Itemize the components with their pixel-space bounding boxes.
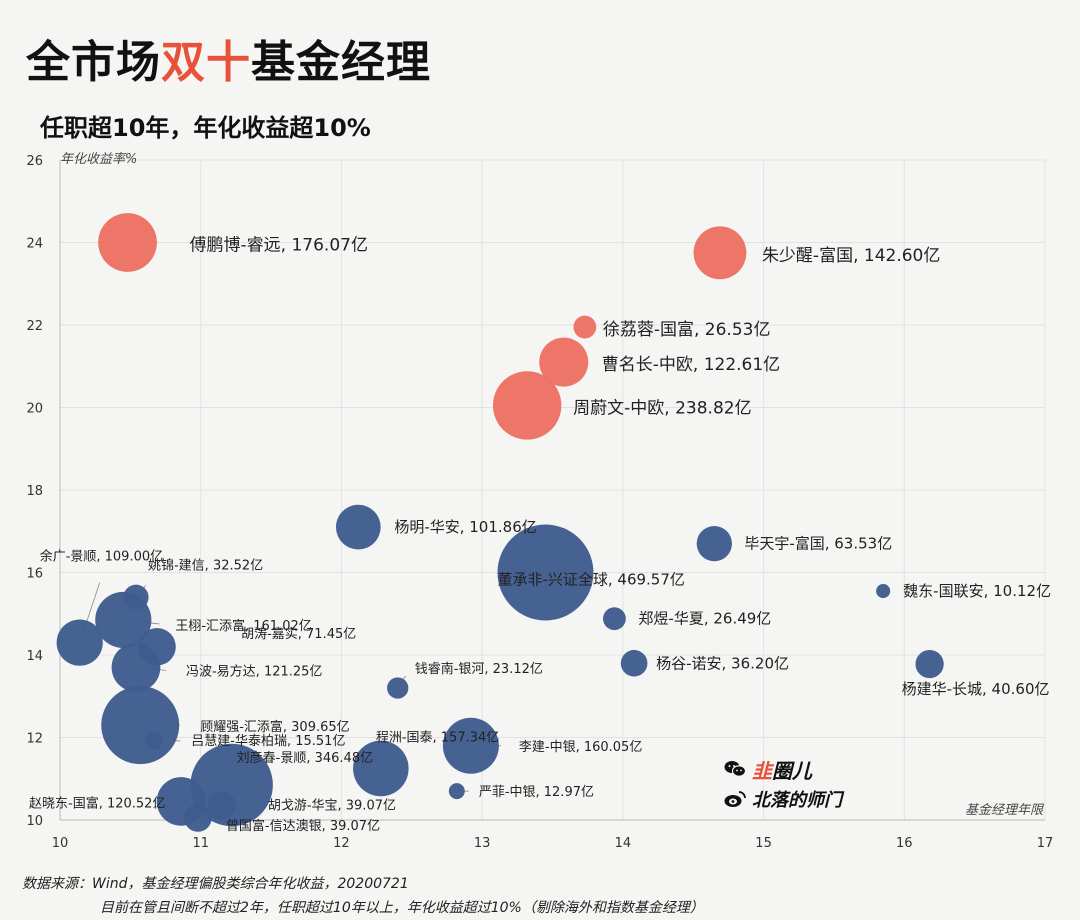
bubble-9 (603, 607, 626, 631)
x-axis-title: 基金经理年限 (965, 802, 1045, 818)
x-tick-label-1: 11 (192, 836, 209, 851)
bubble-4 (492, 371, 562, 440)
footer-note: 目前在管且间断不超过2年，任职超过10年以上，年化收益超过10%（剔除海外和指数… (100, 900, 704, 916)
bubble-8 (876, 584, 891, 599)
bubble-3 (539, 337, 589, 387)
x-tick-label-6: 16 (896, 836, 913, 851)
x-tick-label-4: 14 (615, 836, 632, 851)
bubble-label-11: 杨建华-长城, 40.60亿 (902, 680, 1050, 698)
bubble-1 (693, 226, 747, 280)
bubble-label-13: 姚锦-建信, 32.52亿 (148, 558, 263, 573)
y-tick-label-4: 18 (26, 484, 43, 499)
x-tick-label-0: 10 (52, 836, 69, 851)
y-axis-title: 年化收益率% (60, 151, 137, 167)
bubble-label-4: 周蔚文-中欧, 238.82亿 (573, 398, 751, 418)
bubble-label-10: 杨谷-诺安, 36.20亿 (656, 654, 789, 672)
bubble-label-0: 傅鹏博-睿远, 176.07亿 (190, 236, 368, 256)
bubble-label-12: 余广-景顺, 109.00亿 (40, 549, 163, 565)
bubble-label-2: 徐荔蓉-国富, 26.53亿 (603, 320, 771, 340)
bubble-label-16: 冯波-易方达, 121.25亿 (186, 663, 322, 679)
x-tick-label-2: 12 (333, 836, 350, 851)
bubble-label-17: 钱睿南-银河, 23.12亿 (415, 661, 543, 677)
watermark-brand1-a: 韭 (752, 758, 772, 783)
bubble-label-9: 郑煜-华夏, 26.49亿 (638, 610, 771, 628)
bubble-6 (497, 524, 594, 621)
bubble-21 (442, 717, 499, 774)
bubble-7 (696, 525, 732, 562)
bubble-label-8: 魏东-国联安, 10.12亿 (903, 582, 1051, 600)
watermark-row-1: 韭圈儿 (724, 754, 842, 784)
bubble-label-21: 李建-中银, 160.05亿 (519, 740, 642, 755)
watermark-brand2: 北落的师门 (752, 790, 842, 811)
bubble-label-1: 朱少醒-富国, 142.60亿 (762, 246, 940, 266)
bubble-12 (56, 619, 103, 666)
bubble-label-18: 顾耀强-汇添富, 309.65亿 (200, 719, 349, 735)
y-tick-label-3: 16 (26, 567, 43, 582)
bubbles (56, 213, 944, 832)
wechat-icon (724, 761, 746, 777)
bubble-26 (184, 804, 212, 832)
bubble-label-23: 严菲-中银, 12.97亿 (479, 785, 594, 800)
bubble-20 (353, 740, 409, 797)
y-tick-label-8: 26 (26, 154, 43, 169)
bubble-label-5: 杨明-华安, 101.86亿 (394, 518, 536, 536)
bubble-label-19: 吕慧建-华泰柏瑞, 15.51亿 (191, 733, 345, 749)
bubble-label-15: 胡涛-嘉实, 71.45亿 (241, 626, 356, 642)
watermark-brand1-b: 圈儿 (772, 758, 812, 783)
title-part3: 基金经理 (251, 37, 431, 88)
bubble-label-26: 曾国富-信达澳银, 39.07亿 (226, 818, 380, 834)
bubble-label-14: 王栩-汇添富, 161.02亿 (175, 618, 311, 634)
x-tick-label-7: 17 (1037, 836, 1054, 851)
watermark-row-2: 北落的师门 (724, 784, 842, 814)
bubble-19 (145, 732, 163, 750)
bubble-16 (111, 643, 161, 692)
bubble-17 (387, 677, 409, 699)
bubble-label-7: 毕天宇-富国, 63.53亿 (744, 535, 892, 553)
title-part1: 全市场 (26, 37, 161, 88)
y-tick-label-1: 12 (26, 732, 43, 747)
x-tick-label-5: 15 (755, 836, 772, 851)
y-tick-label-5: 20 (26, 402, 43, 417)
bubble-23 (448, 783, 465, 800)
chart-subtitle: 任职超10年，年化收益超10% (40, 114, 371, 142)
bubble-label-25: 赵晓东-国富, 120.52亿 (29, 795, 165, 811)
bubble-label-3: 曹名长-中欧, 122.61亿 (602, 355, 780, 375)
x-tick-label-3: 13 (474, 836, 491, 851)
y-tick-label-2: 14 (26, 649, 43, 664)
bubble-10 (620, 649, 648, 677)
bubble-0 (98, 213, 157, 272)
bubble-label-20: 程洲-国泰, 157.34亿 (376, 730, 499, 745)
bubble-5 (335, 504, 381, 550)
footer-source: 数据来源：Wind，基金经理偏股类综合年化收益，20200721 (22, 876, 409, 892)
weibo-icon (724, 791, 746, 807)
title-highlight: 双十 (161, 37, 251, 88)
chart-title: 全市场双十基金经理 (26, 26, 431, 90)
bubble-2 (573, 315, 597, 339)
y-tick-label-0: 10 (26, 814, 43, 829)
bubble-label-6: 董承非-兴证全球, 469.57亿 (497, 571, 684, 589)
bubble-24 (207, 791, 236, 820)
bubble-label-22: 刘彦春-景顺, 346.48亿 (237, 750, 373, 766)
bubble-14 (95, 591, 152, 649)
bubble-chart: 10 11 12 13 14 15 16 17 10 12 14 16 18 20 22 24 26 年化收益率%… (26, 151, 1053, 851)
bubble-18 (101, 686, 180, 765)
y-tick-label-7: 24 (26, 237, 43, 252)
y-tick-label-6: 22 (26, 319, 43, 334)
watermark: 韭圈儿 北落的师门 (724, 754, 842, 814)
bubble-11 (915, 649, 944, 679)
axes: 10 11 12 13 14 15 16 17 10 12 14 16 18 20 22 24 26 年化收益率%… (26, 151, 1053, 851)
bubble-label-24: 胡戈游-华宝, 39.07亿 (268, 799, 396, 814)
